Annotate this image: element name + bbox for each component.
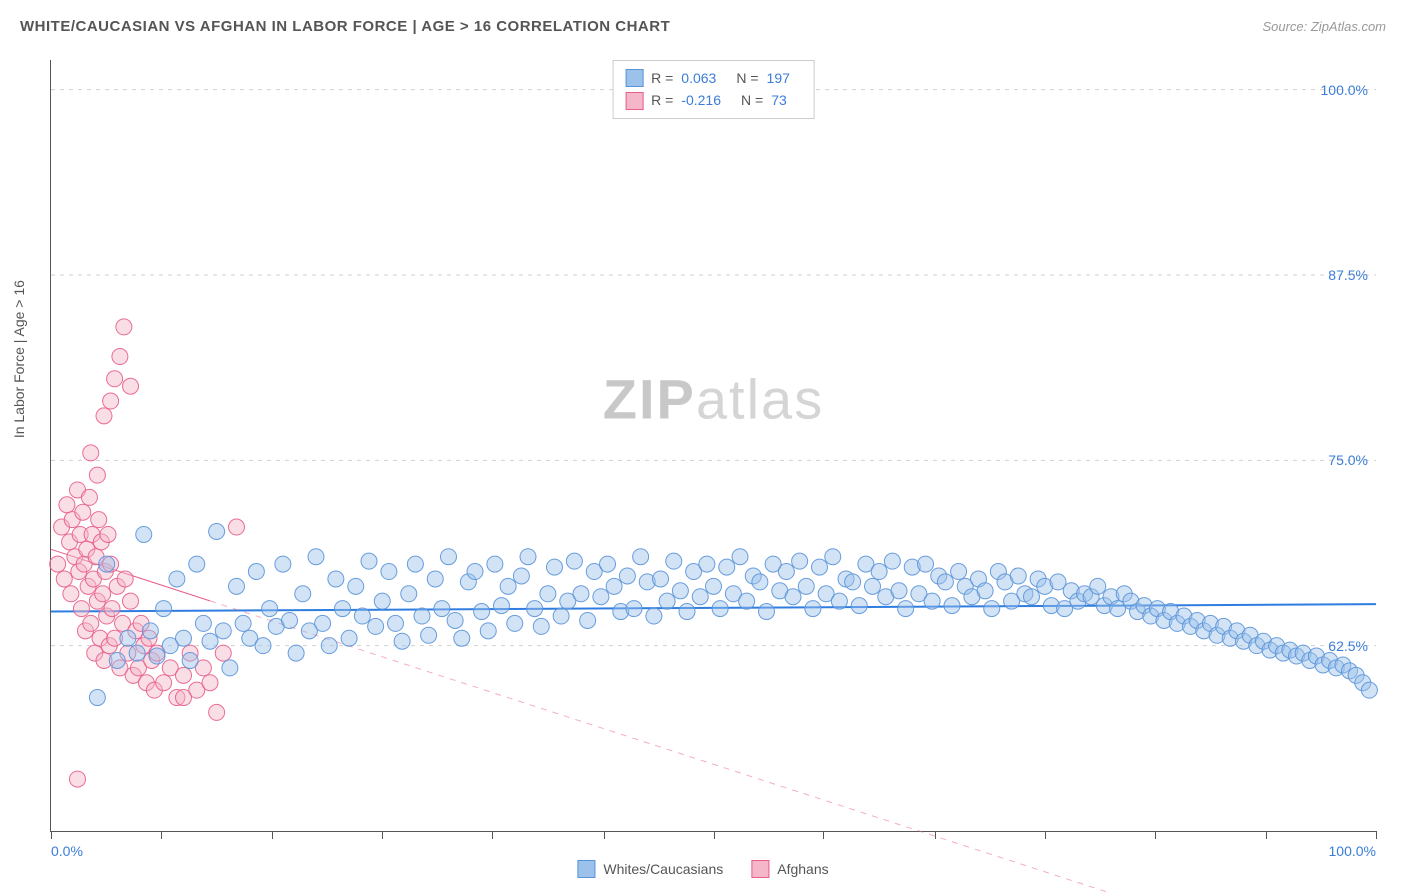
xtick-label-0: 0.0% — [51, 843, 83, 859]
legend-row-series-1: R = -0.216 N = 73 — [625, 89, 802, 111]
legend-bottom-swatch-0 — [577, 860, 595, 878]
xtick-label-12: 100.0% — [1329, 843, 1376, 859]
xtick-3 — [382, 831, 383, 839]
legend-swatch-1 — [625, 92, 643, 110]
legend-bottom-label-0: Whites/Caucasians — [603, 861, 723, 877]
plot-svg — [51, 60, 1376, 831]
legend-bottom: Whites/Caucasians Afghans — [577, 860, 828, 878]
ytick-label-3: 100.0% — [1321, 82, 1368, 98]
xtick-0 — [51, 831, 52, 839]
ytick-label-1: 75.0% — [1328, 452, 1368, 468]
xtick-5 — [604, 831, 605, 839]
xtick-2 — [272, 831, 273, 839]
r-value-0: 0.063 — [681, 67, 716, 89]
xtick-4 — [492, 831, 493, 839]
source-label: Source: ZipAtlas.com — [1262, 19, 1386, 34]
chart-header: WHITE/CAUCASIAN VS AFGHAN IN LABOR FORCE… — [20, 18, 1386, 35]
xtick-6 — [714, 831, 715, 839]
n-value-1: 73 — [771, 89, 787, 111]
ytick-label-2: 87.5% — [1328, 267, 1368, 283]
legend-bottom-item-0: Whites/Caucasians — [577, 860, 723, 878]
xtick-9 — [1045, 831, 1046, 839]
legend-bottom-swatch-1 — [751, 860, 769, 878]
ytick-label-0: 62.5% — [1328, 638, 1368, 654]
xtick-12 — [1376, 831, 1377, 839]
xtick-7 — [823, 831, 824, 839]
r-value-1: -0.216 — [681, 89, 721, 111]
xtick-8 — [935, 831, 936, 839]
legend-row-series-0: R = 0.063 N = 197 — [625, 67, 802, 89]
chart-area: In Labor Force | Age > 16 ZIPatlas R = 0… — [50, 60, 1376, 832]
legend-bottom-item-1: Afghans — [751, 860, 828, 878]
y-axis-label: In Labor Force | Age > 16 — [11, 280, 27, 438]
xtick-10 — [1155, 831, 1156, 839]
legend-bottom-label-1: Afghans — [777, 861, 828, 877]
correlation-legend: R = 0.063 N = 197 R = -0.216 N = 73 — [612, 60, 815, 119]
legend-swatch-0 — [625, 69, 643, 87]
xtick-11 — [1266, 831, 1267, 839]
chart-title: WHITE/CAUCASIAN VS AFGHAN IN LABOR FORCE… — [20, 18, 670, 35]
xtick-1 — [161, 831, 162, 839]
n-value-0: 197 — [767, 67, 790, 89]
